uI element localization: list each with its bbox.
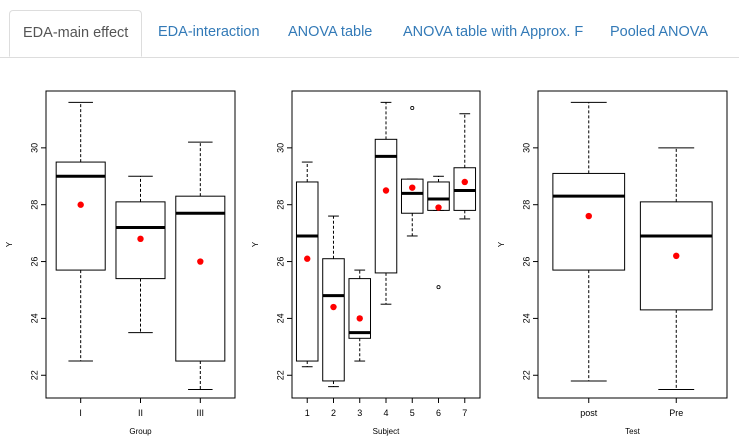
- x-tick-label: 4: [383, 408, 388, 418]
- tab-eda-main-effect[interactable]: EDA-main effect: [9, 10, 143, 57]
- y-tick-label: 22: [521, 370, 531, 380]
- x-tick-label: II: [138, 408, 143, 418]
- tab-anova-table[interactable]: ANOVA table: [288, 24, 373, 40]
- x-tick-label: 7: [462, 408, 467, 418]
- x-tick-label: 2: [331, 408, 336, 418]
- mean-point: [461, 178, 468, 186]
- y-tick-label: 28: [521, 200, 531, 210]
- y-tick-label: 26: [521, 257, 531, 267]
- box-3: [348, 278, 372, 339]
- x-tick-label: 6: [436, 408, 441, 418]
- y-axis-label: Y: [497, 241, 506, 247]
- mean-point: [409, 184, 416, 191]
- outlier-point: [436, 285, 441, 290]
- x-tick-label: I: [79, 408, 82, 418]
- y-tick-label: 30: [521, 143, 531, 153]
- x-tick-label: 5: [410, 408, 415, 418]
- mean-point: [197, 258, 204, 265]
- plot-frame: [537, 90, 728, 399]
- box-I: [55, 161, 106, 271]
- tab-bar-divider: [0, 57, 739, 58]
- mean-point: [137, 235, 144, 243]
- mean-point: [330, 303, 337, 311]
- y-tick-label: 30: [275, 143, 285, 153]
- y-tick-label: 28: [275, 200, 285, 210]
- box-1: [295, 181, 319, 362]
- box-post: [552, 172, 626, 271]
- y-tick-label: 30: [29, 143, 39, 153]
- box-2: [322, 258, 345, 382]
- boxplot-panel-2: 22 24 26 28 30 Y 1 2 3 4 5 6 7 Subject: [251, 90, 481, 436]
- mean-point: [673, 252, 680, 260]
- mean-point: [77, 201, 84, 208]
- mean-point: [382, 187, 390, 194]
- y-tick-label: 24: [29, 313, 39, 323]
- box-III: [175, 195, 226, 362]
- x-axis-label: Subject: [373, 427, 400, 436]
- y-axis-label: Y: [251, 241, 260, 247]
- x-axis-label: Group: [129, 427, 152, 436]
- y-tick-label: 28: [29, 200, 39, 210]
- tab-anova-table-approx-f[interactable]: ANOVA table with Approx. F: [403, 24, 584, 40]
- y-tick-label: 24: [521, 313, 531, 323]
- x-tick-label: 1: [305, 408, 310, 418]
- x-tick-label: post: [580, 408, 598, 418]
- tab-pooled-anova[interactable]: Pooled ANOVA: [610, 24, 709, 40]
- mean-point: [585, 212, 592, 220]
- box-5: [400, 178, 424, 214]
- y-axis-label: Y: [5, 241, 14, 247]
- y-tick-label: 22: [275, 370, 285, 380]
- x-tick-label: III: [197, 408, 205, 418]
- y-tick-label: 26: [275, 257, 285, 267]
- mean-point: [435, 204, 442, 211]
- outlier-point: [410, 106, 415, 111]
- mean-point: [304, 255, 311, 262]
- x-tick-label: Pre: [669, 408, 683, 418]
- x-axis-label: Test: [625, 427, 640, 436]
- y-tick-label: 26: [29, 257, 39, 267]
- x-tick-label: 3: [357, 408, 362, 418]
- box-4: [374, 138, 398, 274]
- y-tick-label: 22: [29, 370, 39, 380]
- y-tick-label: 24: [275, 313, 285, 323]
- tab-eda-interaction[interactable]: EDA-interaction: [158, 24, 260, 40]
- mean-point: [356, 315, 363, 322]
- tab-bar: EDA-main effect EDA-interaction ANOVA ta…: [0, 0, 739, 58]
